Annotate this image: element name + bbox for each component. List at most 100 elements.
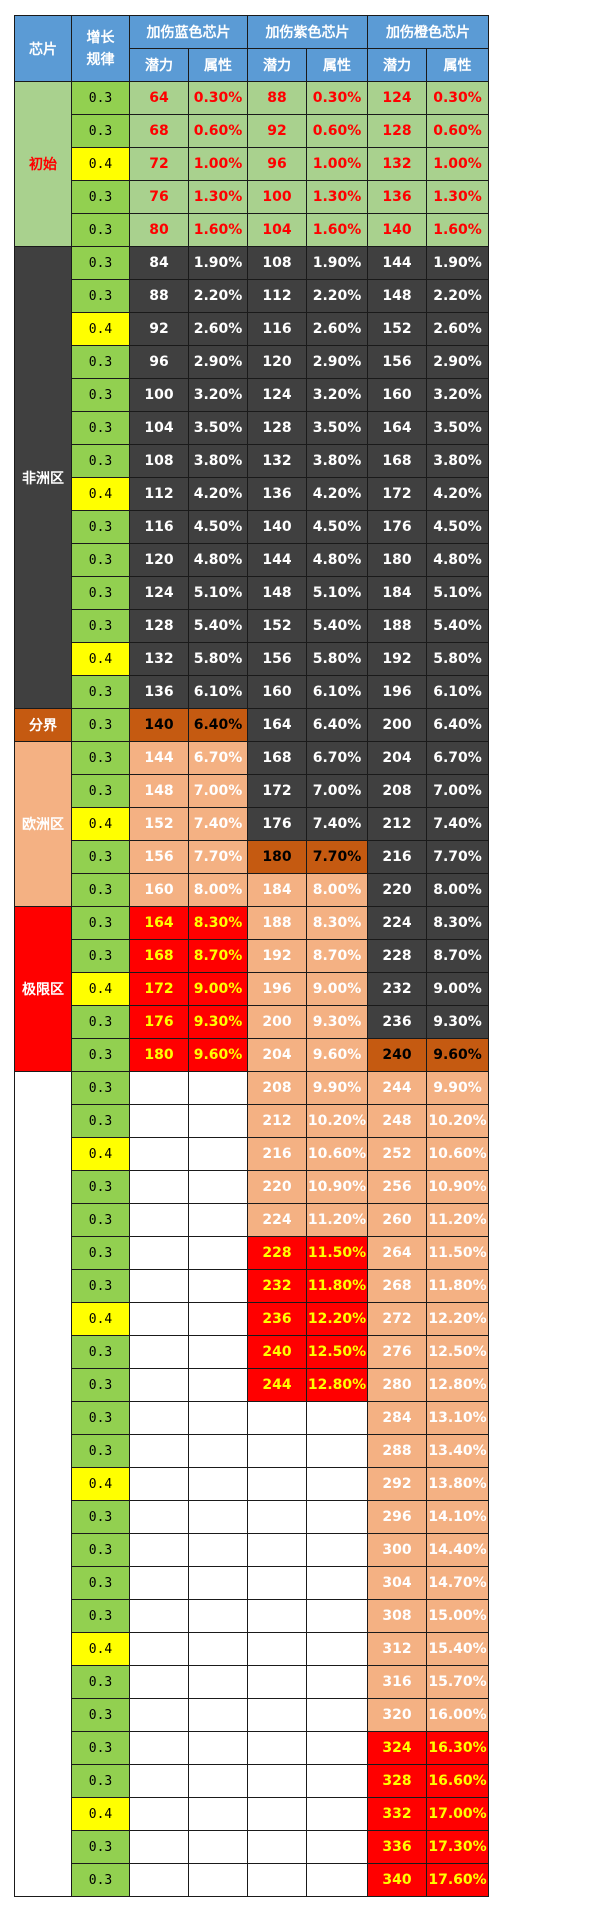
growth-cell: 0.3: [71, 1269, 130, 1303]
growth-cell: 0.3: [71, 81, 130, 115]
purple-potential-cell: [247, 1434, 307, 1468]
blue-attribute-cell: [188, 1698, 248, 1732]
table-row: 分界 0.3 140 6.40% 164 6.40% 200 6.40%: [14, 708, 489, 742]
purple-attribute-cell: 4.80%: [306, 543, 368, 577]
growth-cell: 0.3: [71, 1401, 130, 1435]
purple-potential-cell: 156: [247, 642, 307, 676]
orange-attribute-cell: 2.60%: [426, 312, 489, 346]
growth-cell: 0.3: [71, 1500, 130, 1534]
table-row: 0.3 284 13.10%: [15, 1401, 489, 1435]
purple-attribute-cell: 4.20%: [306, 477, 368, 511]
blue-potential-cell: 68: [129, 114, 189, 148]
purple-potential-cell: 232: [247, 1269, 307, 1303]
orange-potential-cell: 308: [367, 1599, 427, 1633]
orange-potential-cell: 260: [367, 1203, 427, 1237]
blue-potential-cell: [129, 1269, 189, 1303]
growth-cell: 0.3: [71, 576, 130, 610]
table-row: 0.4 312 15.40%: [15, 1632, 489, 1666]
purple-attribute-cell: 9.60%: [306, 1038, 368, 1072]
orange-attribute-cell: 16.30%: [426, 1731, 489, 1765]
blue-attribute-cell: 7.40%: [188, 807, 248, 841]
header-purple-attribute: 属性: [306, 48, 368, 82]
table-row: 0.4 236 12.20% 272 12.20%: [15, 1302, 489, 1336]
blue-potential-cell: [129, 1203, 189, 1237]
blue-attribute-cell: [188, 1632, 248, 1666]
purple-attribute-cell: [306, 1566, 368, 1600]
orange-potential-cell: 196: [367, 675, 427, 709]
table-row: 0.3 120 4.80% 144 4.80% 180 4.80%: [15, 543, 489, 577]
table-row: 0.4 332 17.00%: [15, 1797, 489, 1831]
orange-potential-cell: 216: [367, 840, 427, 874]
blue-potential-cell: 136: [129, 675, 189, 709]
orange-potential-cell: 176: [367, 510, 427, 544]
orange-potential-cell: 160: [367, 378, 427, 412]
blue-potential-cell: 128: [129, 609, 189, 643]
purple-potential-cell: 100: [247, 180, 307, 214]
blue-attribute-cell: 6.70%: [188, 741, 248, 775]
growth-cell: 0.4: [71, 147, 130, 181]
purple-potential-cell: 196: [247, 972, 307, 1006]
orange-attribute-cell: 9.90%: [426, 1071, 489, 1105]
table-row: 极限区 0.3 164 8.30% 188 8.30% 224 8.30%: [14, 906, 489, 1072]
blue-attribute-cell: 5.10%: [188, 576, 248, 610]
blue-potential-cell: [129, 1434, 189, 1468]
table-row: 0.3 76 1.30% 100 1.30% 136 1.30%: [15, 180, 489, 214]
orange-attribute-cell: 8.00%: [426, 873, 489, 907]
blue-potential-cell: [129, 1830, 189, 1864]
orange-potential-cell: 132: [367, 147, 427, 181]
orange-attribute-cell: 1.30%: [426, 180, 489, 214]
orange-attribute-cell: 12.80%: [426, 1368, 489, 1402]
growth-cell: 0.3: [71, 1170, 130, 1204]
table-row: 0.3 300 14.40%: [15, 1533, 489, 1567]
orange-potential-cell: 224: [367, 906, 427, 940]
table-row: 0.3 124 5.10% 148 5.10% 184 5.10%: [15, 576, 489, 610]
orange-attribute-cell: 9.30%: [426, 1005, 489, 1039]
table-row: 初始 0.3 64 0.30% 88 0.30% 124 0.30%: [14, 81, 489, 247]
orange-potential-cell: 252: [367, 1137, 427, 1171]
purple-attribute-cell: 1.60%: [306, 213, 368, 247]
growth-cell: 0.3: [71, 1599, 130, 1633]
purple-attribute-cell: 2.20%: [306, 279, 368, 313]
purple-potential-cell: 108: [247, 246, 307, 280]
blue-potential-cell: 124: [129, 576, 189, 610]
purple-potential-cell: 104: [247, 213, 307, 247]
orange-potential-cell: 316: [367, 1665, 427, 1699]
blue-attribute-cell: 3.20%: [188, 378, 248, 412]
chip-growth-table: 芯片 增长 规律 加伤蓝色芯片 加伤紫色芯片 加伤橙色芯片 潜力 属性 潜力 属…: [14, 15, 489, 1897]
purple-potential-cell: 192: [247, 939, 307, 973]
table-row: 0.3 108 3.80% 132 3.80% 168 3.80%: [15, 444, 489, 478]
orange-attribute-cell: 4.50%: [426, 510, 489, 544]
orange-attribute-cell: 6.40%: [426, 708, 489, 742]
orange-attribute-cell: 11.80%: [426, 1269, 489, 1303]
growth-cell: 0.3: [71, 543, 130, 577]
growth-cell: 0.3: [71, 114, 130, 148]
orange-attribute-cell: 3.50%: [426, 411, 489, 445]
orange-attribute-cell: 14.70%: [426, 1566, 489, 1600]
purple-attribute-cell: 4.50%: [306, 510, 368, 544]
purple-attribute-cell: 8.30%: [306, 906, 368, 940]
purple-attribute-cell: 10.20%: [306, 1104, 368, 1138]
purple-potential-cell: 176: [247, 807, 307, 841]
table-row: 0.3 96 2.90% 120 2.90% 156 2.90%: [15, 345, 489, 379]
orange-attribute-cell: 5.80%: [426, 642, 489, 676]
growth-cell: 0.3: [71, 1731, 130, 1765]
purple-attribute-cell: 1.30%: [306, 180, 368, 214]
blue-potential-cell: 92: [129, 312, 189, 346]
orange-attribute-cell: 6.70%: [426, 741, 489, 775]
orange-attribute-cell: 1.90%: [426, 246, 489, 280]
growth-cell: 0.3: [71, 1434, 130, 1468]
purple-potential-cell: [247, 1632, 307, 1666]
blue-potential-cell: 100: [129, 378, 189, 412]
purple-attribute-cell: 10.90%: [306, 1170, 368, 1204]
growth-cell: 0.3: [71, 1236, 130, 1270]
blue-attribute-cell: 0.30%: [188, 81, 248, 115]
table-row: 0.3 240 12.50% 276 12.50%: [15, 1335, 489, 1369]
growth-cell: 0.4: [71, 642, 130, 676]
growth-cell: 0.3: [71, 510, 130, 544]
blue-attribute-cell: [188, 1137, 248, 1171]
orange-attribute-cell: 14.40%: [426, 1533, 489, 1567]
blue-attribute-cell: 5.80%: [188, 642, 248, 676]
table-row: 0.3 304 14.70%: [15, 1566, 489, 1600]
orange-potential-cell: 184: [367, 576, 427, 610]
orange-potential-cell: 192: [367, 642, 427, 676]
